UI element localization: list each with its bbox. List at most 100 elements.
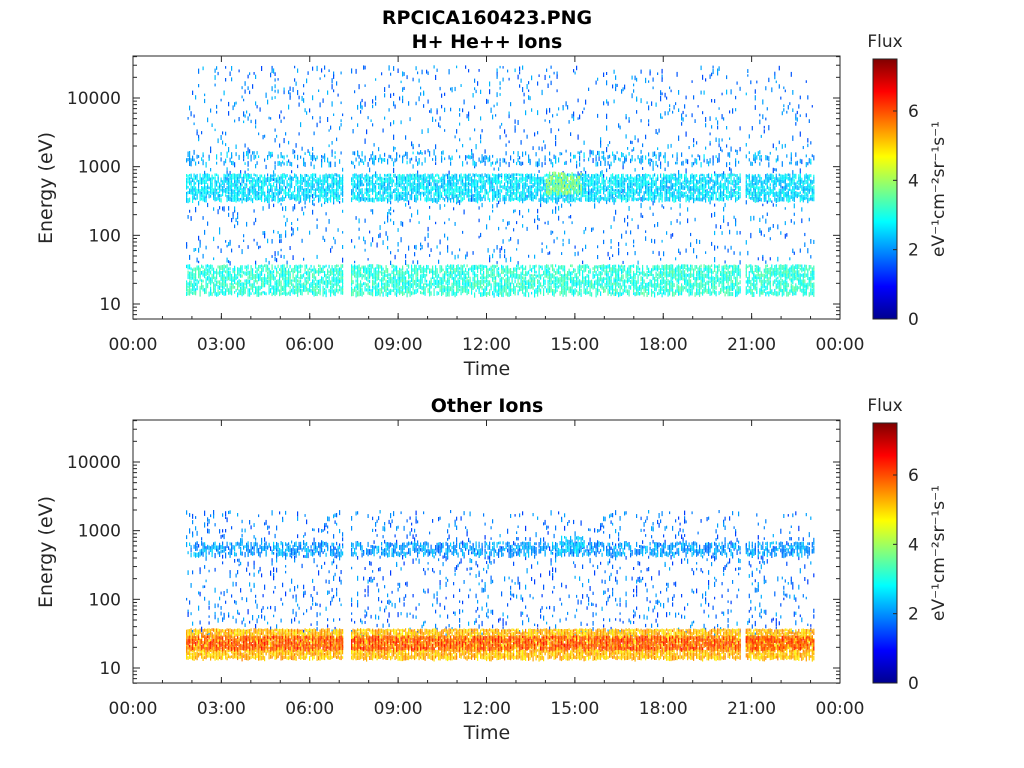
flux-cell (358, 84, 360, 90)
flux-cell (541, 242, 543, 245)
flux-cell (202, 173, 204, 179)
flux-cell (471, 265, 473, 269)
flux-cell (247, 245, 249, 249)
flux-cell (397, 273, 399, 279)
flux-cell (501, 122, 503, 126)
flux-cell (537, 81, 539, 86)
flux-cell (547, 288, 549, 293)
flux-cell (250, 195, 252, 198)
flux-cell (427, 71, 429, 75)
flux-cell (588, 173, 590, 178)
flux-cell (282, 177, 284, 181)
flux-cell (198, 271, 200, 276)
flux-cell (328, 274, 330, 278)
flux-cell (258, 289, 260, 293)
flux-cell (232, 211, 234, 217)
flux-cell (466, 276, 468, 282)
flux-cell (342, 194, 344, 197)
flux-cell (253, 189, 255, 193)
flux-cell (189, 271, 191, 275)
flux-cell (478, 291, 480, 294)
flux-cell (403, 276, 405, 281)
flux-cell (307, 288, 309, 292)
flux-cell (333, 174, 335, 179)
flux-cell (387, 235, 389, 241)
flux-cell (579, 183, 581, 187)
flux-cell (265, 268, 267, 273)
flux-cell (274, 291, 276, 297)
flux-cell (298, 286, 300, 291)
flux-cell (489, 257, 491, 263)
flux-cell (240, 170, 242, 176)
flux-cell (462, 197, 464, 202)
flux-cell (271, 65, 273, 71)
flux-cell (402, 289, 404, 292)
flux-cell (580, 282, 582, 286)
flux-cell (217, 292, 219, 297)
flux-cell (526, 226, 528, 231)
flux-cell (369, 291, 371, 296)
flux-cell (433, 151, 435, 156)
flux-cell (445, 282, 447, 285)
flux-cell (438, 280, 440, 284)
flux-cell (408, 200, 410, 206)
flux-cell (325, 289, 327, 295)
flux-cell (427, 288, 429, 294)
flux-cell (570, 181, 572, 186)
flux-cell (469, 276, 471, 280)
flux-cell (432, 270, 434, 275)
flux-cell (187, 180, 189, 184)
flux-cell (369, 285, 371, 289)
flux-cell (307, 174, 309, 178)
flux-cell (235, 217, 237, 222)
flux-cell (522, 161, 524, 166)
flux-cell (522, 224, 524, 228)
flux-cell (505, 257, 507, 263)
flux-cell (375, 95, 377, 101)
flux-cell (588, 277, 590, 280)
flux-cell (283, 215, 285, 218)
flux-cell (435, 268, 437, 272)
flux-cell (402, 98, 404, 104)
flux-cell (207, 271, 209, 276)
flux-cell (340, 151, 342, 155)
flux-cell (207, 268, 209, 273)
flux-cell (435, 162, 437, 165)
flux-cell (442, 189, 444, 192)
flux-cell (564, 276, 566, 281)
flux-cell (295, 176, 297, 180)
flux-cell (471, 197, 473, 202)
flux-cell (321, 191, 323, 195)
flux-cell (445, 265, 447, 271)
flux-cell (216, 274, 218, 280)
flux-cell (418, 191, 420, 196)
flux-cell (523, 286, 525, 290)
flux-cell (283, 285, 285, 291)
flux-cell (492, 271, 494, 276)
flux-cell (337, 271, 339, 275)
flux-cell (505, 273, 507, 276)
flux-cell (459, 283, 461, 289)
flux-cell (456, 285, 458, 291)
flux-cell (298, 289, 300, 293)
flux-cell (186, 180, 188, 185)
flux-cell (421, 185, 423, 190)
flux-cell (189, 151, 191, 156)
flux-cell (453, 277, 455, 281)
flux-cell (376, 174, 378, 178)
flux-cell (220, 177, 222, 182)
flux-cell (390, 251, 392, 255)
flux-cell (576, 277, 578, 281)
flux-cell (466, 155, 468, 159)
flux-cell (517, 186, 519, 190)
flux-cell (568, 195, 570, 200)
flux-cell (525, 110, 527, 116)
flux-cell (552, 191, 554, 196)
flux-cell (414, 279, 416, 283)
flux-cell (312, 268, 314, 272)
flux-cell (205, 271, 207, 275)
flux-cell (381, 185, 383, 190)
flux-cell (310, 174, 312, 179)
flux-cell (433, 192, 435, 196)
flux-cell (529, 197, 531, 201)
